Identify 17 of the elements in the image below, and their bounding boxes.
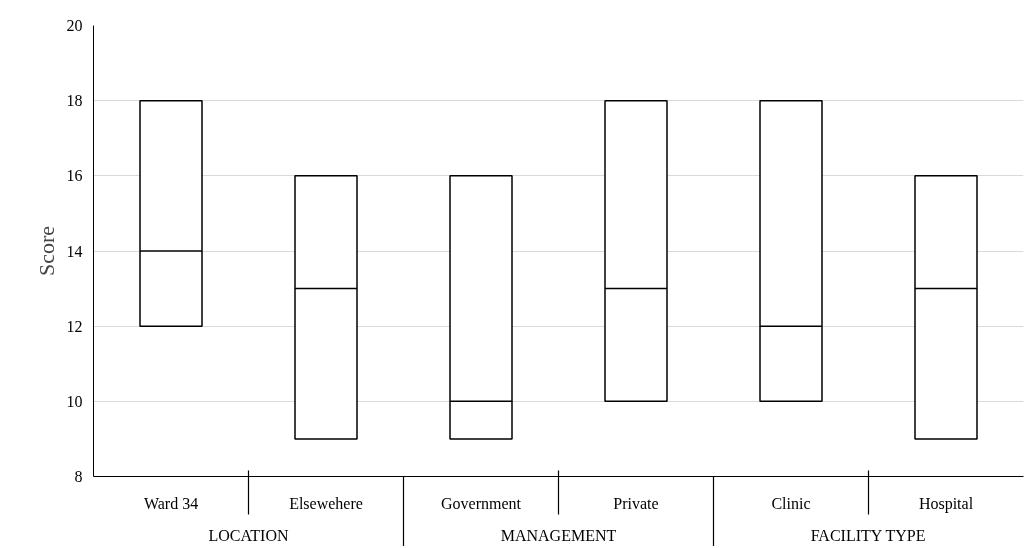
- x-tick-label: Government: [441, 494, 522, 512]
- x-tick-label: Private: [613, 494, 659, 512]
- x-tick-label: Ward 34: [143, 494, 199, 512]
- x-tick-label: Hospital: [918, 494, 974, 513]
- y-tick-label: 16: [66, 167, 83, 185]
- y-tick-label: 18: [66, 92, 83, 110]
- text: LOCATION: [208, 526, 289, 544]
- y-tick-label: 14: [66, 242, 83, 260]
- x-tick-label: Clinic: [771, 494, 811, 512]
- y-tick-label: 12: [66, 317, 83, 335]
- y-tick-label: 10: [66, 392, 83, 410]
- text: FACILITY TYPE: [810, 526, 926, 544]
- y-tick-label: 20: [66, 17, 83, 34]
- y-axis-title: Score: [33, 225, 59, 277]
- y-tick-label: 8: [74, 468, 83, 485]
- x-tick-label: Elsewehere: [289, 494, 363, 512]
- text: MANAGEMENT: [500, 526, 617, 544]
